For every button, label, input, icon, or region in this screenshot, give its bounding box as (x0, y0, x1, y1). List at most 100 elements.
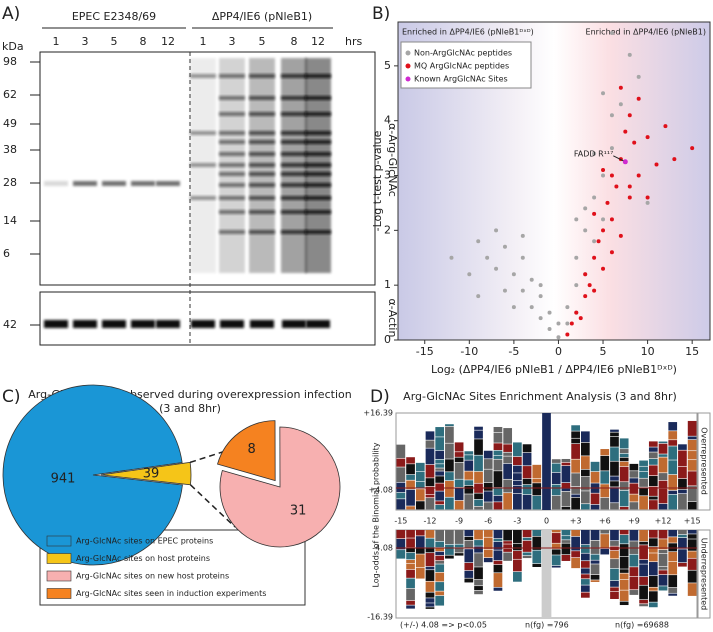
logo-glyph (610, 591, 619, 599)
logo-glyph (425, 498, 435, 510)
lane-label: 1 (53, 35, 60, 48)
band (219, 140, 245, 144)
logo-glyph (668, 530, 678, 537)
logo-glyph (610, 487, 619, 503)
y-tick-label: 4 (384, 114, 391, 127)
logo-glyph (474, 567, 483, 580)
band (281, 183, 307, 187)
y-tick-label: -4.08 (372, 544, 393, 553)
logo-glyph (551, 495, 561, 510)
point (614, 184, 619, 189)
point (485, 255, 490, 260)
point (645, 195, 650, 200)
logo-glyph (658, 574, 668, 586)
logo-glyph (406, 538, 415, 548)
logo-glyph (435, 427, 445, 437)
logo-glyph (648, 496, 658, 500)
logo-glyph (571, 497, 580, 510)
point (609, 217, 614, 222)
logo-glyph (648, 458, 658, 465)
logo-glyph (483, 450, 493, 459)
logo-glyph (522, 452, 532, 466)
logo-glyph (425, 440, 435, 448)
logo-glyph (590, 493, 600, 505)
logo-glyph (658, 473, 668, 481)
band (249, 112, 275, 116)
logo-glyph (551, 463, 561, 473)
logo-glyph (493, 502, 503, 510)
point (601, 91, 606, 96)
logo-glyph (445, 459, 454, 472)
logo-glyph (406, 480, 415, 490)
position-label: +12 (655, 517, 672, 526)
logo-glyph (551, 543, 561, 549)
logo-glyph (493, 538, 503, 542)
logo-glyph (639, 466, 648, 472)
logo-glyph (464, 570, 474, 578)
logo-glyph (561, 530, 571, 536)
logo-glyph (464, 578, 474, 583)
logo-glyph (580, 592, 590, 598)
logo-glyph (503, 456, 513, 464)
legend-box (400, 41, 532, 89)
logo-glyph (610, 580, 619, 587)
logo-glyph (522, 444, 532, 453)
logo-glyph (474, 530, 483, 540)
logo-glyph (687, 451, 697, 460)
logo-glyph (445, 530, 454, 545)
logo-glyph (435, 464, 445, 468)
logo-glyph (454, 487, 464, 501)
logo-glyph (464, 485, 474, 494)
band (305, 96, 331, 100)
logo-glyph (619, 506, 629, 510)
point (623, 129, 628, 134)
logo-glyph (668, 490, 678, 495)
logo-glyph (571, 494, 580, 498)
logo-glyph (551, 484, 561, 496)
logo-glyph (619, 453, 629, 458)
band (281, 74, 307, 78)
pie-slice (100, 461, 192, 486)
annotation: Enriched in ΔPP4/IE6 (pNleB1) (586, 28, 706, 37)
band (281, 131, 307, 135)
point (574, 217, 579, 222)
logo-glyph (658, 566, 668, 570)
logo-glyph (629, 576, 639, 590)
annotation: FADD R¹¹⁷ (574, 149, 613, 158)
logo-glyph (639, 585, 648, 600)
logo-glyph (503, 548, 513, 552)
band (249, 152, 275, 156)
actin-band (156, 320, 180, 328)
logo-glyph (406, 547, 415, 553)
logo-glyph (532, 536, 542, 550)
legend-marker (405, 63, 411, 69)
mw-marker: 38 (3, 143, 17, 156)
actin-band (282, 320, 306, 328)
point (592, 211, 597, 216)
logo-glyph (551, 565, 561, 568)
logo-glyph (629, 471, 639, 478)
band (219, 210, 245, 214)
y-tick-label: 1 (384, 278, 391, 291)
x-tick-label: -10 (460, 345, 478, 358)
legend-swatch (46, 553, 72, 564)
x-tick-label: -15 (416, 345, 434, 358)
logo-glyph (648, 576, 658, 587)
logo-glyph (503, 479, 513, 493)
point (690, 146, 695, 151)
logo-glyph (648, 587, 658, 591)
legend-label: Arg-GlcNAc sites on new host proteins (76, 572, 229, 581)
band (305, 163, 331, 167)
logo-glyph (619, 490, 629, 507)
logo-glyph (464, 460, 474, 471)
band (305, 74, 331, 78)
group-label: EPEC E2348/69 (72, 10, 156, 23)
logo-glyph (590, 504, 600, 510)
logo-glyph (425, 570, 435, 581)
band (219, 183, 245, 187)
actin-band (250, 320, 274, 328)
band (73, 181, 97, 186)
logo-glyph (522, 484, 532, 495)
logo-glyph (513, 480, 522, 486)
logo-glyph (493, 541, 503, 550)
